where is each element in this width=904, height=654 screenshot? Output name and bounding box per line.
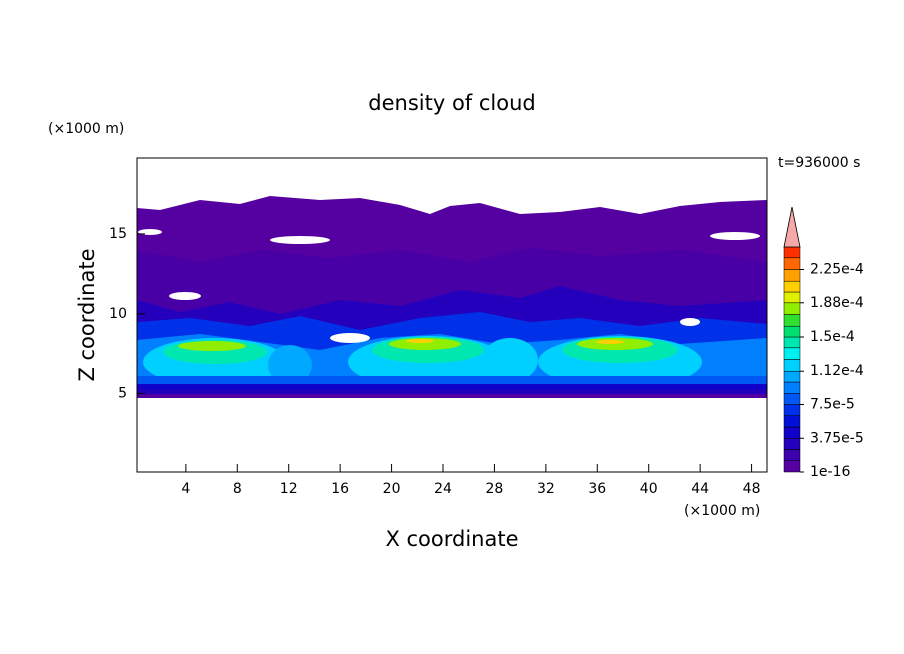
colorbar-band [783,381,801,394]
colorbar-band [783,291,801,304]
x-tick-label: 20 [383,481,401,497]
x-tick-label: 8 [233,481,242,497]
colorbar-band [783,370,801,383]
colorbar-tick-label: 1e-16 [810,464,850,480]
plot-frame [136,157,768,473]
chart-title: density of cloud [368,91,535,115]
colorbar-band [783,280,801,293]
contour-field [137,196,767,398]
y-axis-label: Z coordinate [75,248,99,381]
colorbar-band [783,460,801,473]
x-unit: (×1000 m) [684,503,760,519]
x-tick-label: 12 [280,481,298,497]
colorbar-band [783,269,801,282]
colorbar-extend [783,206,801,248]
colorbar-band [783,246,801,259]
y-unit: (×1000 m) [48,121,124,137]
colorbar-band [783,415,801,428]
x-tick-label: 32 [537,481,555,497]
colorbar-band [783,404,801,416]
y-tick-label: 10 [109,306,127,322]
colorbar-band [783,325,801,338]
colorbar-band [783,438,801,450]
x-tick-label: 44 [691,481,709,497]
x-tick-label: 24 [434,481,452,497]
colorbar-tick-label: 3.75e-5 [810,430,864,446]
x-tick-label: 28 [486,481,504,497]
x-tick-label: 40 [640,481,658,497]
colorbar-band [783,336,801,349]
colorbar-band [783,359,801,372]
time-label: t=936000 s [778,155,860,171]
colorbar-band [783,302,801,315]
y-tick-label: 5 [118,386,127,402]
colorbar-band [783,347,801,360]
colorbar-band [783,449,801,461]
x-tick-label: 48 [743,481,761,497]
colorbar-band [783,257,801,270]
colorbar-tick-label: 7.5e-5 [810,397,855,413]
x-axis-label: X coordinate [385,527,518,551]
colorbar-tick-label: 1.12e-4 [810,363,864,379]
colorbar-tick-label: 2.25e-4 [810,262,864,278]
x-tick-label: 36 [588,481,606,497]
colorbar-tick-label: 1.88e-4 [810,295,864,311]
colorbar-band [783,426,801,439]
y-tick-label: 15 [109,226,127,242]
colorbar-band [783,393,801,405]
colorbar-band [783,314,801,327]
x-tick-label: 4 [181,481,190,497]
colorbar-tick-label: 1.5e-4 [810,329,855,345]
x-tick-label: 16 [331,481,349,497]
